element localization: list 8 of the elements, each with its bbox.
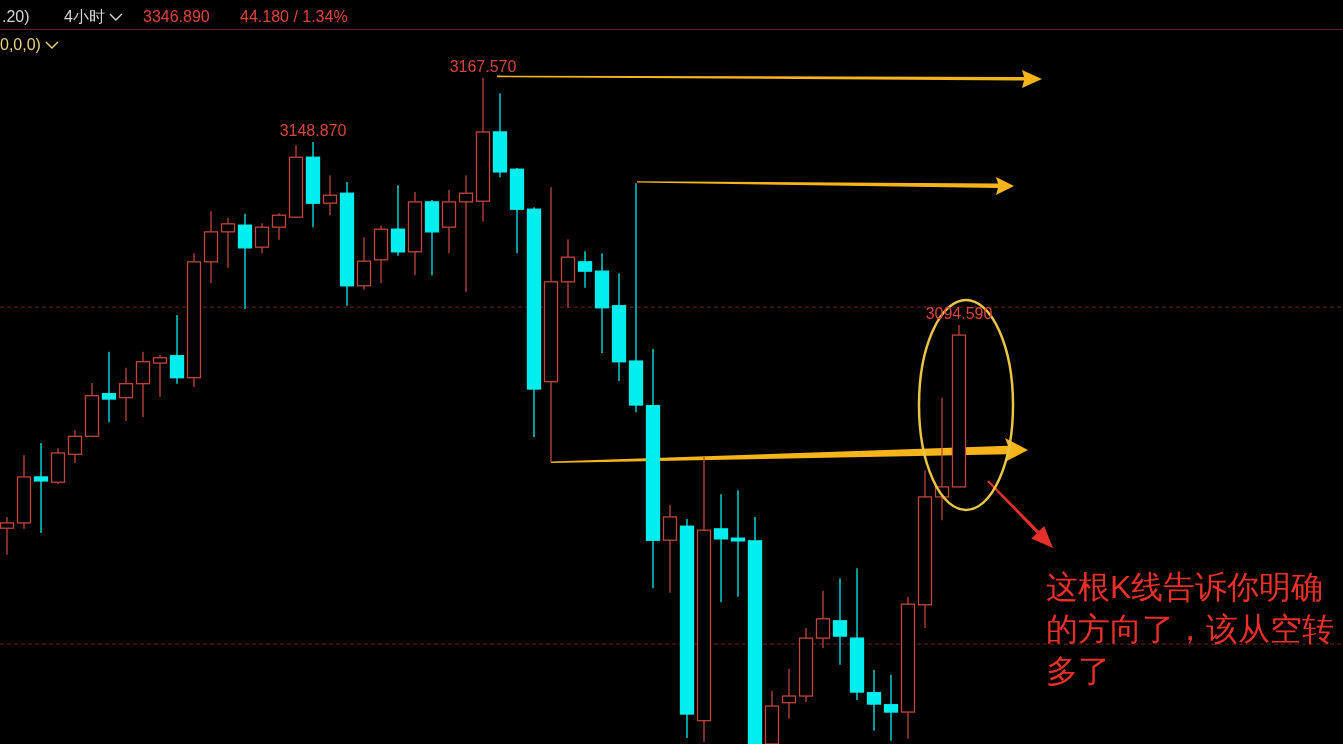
text: 0,0,0) (0, 36, 41, 54)
annotation: 3148.870 (279, 121, 347, 139)
text: .20) (2, 8, 30, 26)
text: 44.180 / 1.34% (240, 8, 348, 26)
text: 这根K线告诉你明确的方向了，该从空转多了 (1046, 568, 1335, 691)
text: 3346.890 (143, 8, 210, 26)
text: 4小时 (64, 8, 105, 26)
annotation: 3167.570 (449, 58, 517, 75)
